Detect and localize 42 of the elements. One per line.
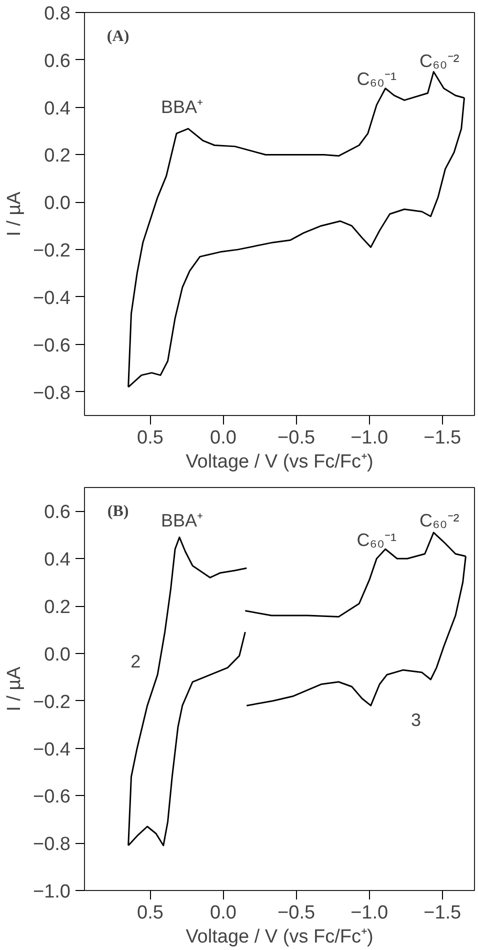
y-tick-label: −0.6: [32, 786, 71, 808]
y-tick-label: 0.4: [44, 550, 71, 571]
y-tick-label: −0.4: [32, 288, 71, 309]
y-tick-label: 0.8: [44, 4, 71, 24]
annotation: 2: [130, 651, 141, 672]
annotation: BBA⁺: [160, 510, 204, 531]
x-tick-label: −1.0: [350, 902, 388, 924]
x-axis-title: Voltage / V (vs Fc/Fc⁺): [186, 926, 374, 948]
y-axis-title: I / µA: [4, 191, 25, 236]
annotation: C₆₀⁻²: [420, 510, 460, 531]
y-tick-label: 0.4: [44, 98, 71, 120]
x-tick-label: 0.5: [137, 902, 164, 924]
y-tick-label: −0.8: [32, 382, 71, 404]
y-tick-label: 0.2: [44, 597, 71, 618]
y-tick-label: −0.6: [32, 335, 71, 356]
y-tick-label: −0.2: [32, 692, 71, 713]
annotation: C₆₀⁻¹: [356, 530, 396, 550]
y-axis-title: I / µA: [4, 666, 25, 712]
x-tick-label: 0.0: [210, 902, 236, 924]
annotation: (A): [106, 28, 130, 46]
annotation: BBA⁺: [160, 97, 204, 118]
x-tick-label: −1.5: [424, 902, 462, 924]
x-tick-label: −0.5: [278, 428, 316, 448]
y-tick-label: −0.8: [32, 834, 71, 856]
x-tick-label: −1.0: [350, 428, 388, 448]
annotation: C₆₀⁻²: [420, 50, 460, 71]
y-tick-label: −1.0: [32, 882, 71, 902]
annotation: 3: [410, 710, 422, 730]
y-tick-label: −0.2: [32, 240, 71, 262]
y-tick-label: −0.4: [32, 739, 71, 760]
x-axis-title: Voltage / V (vs Fc/Fc⁺): [186, 452, 374, 472]
y-tick-label: 0.2: [44, 146, 71, 167]
x-tick-label: −0.5: [278, 902, 316, 924]
y-tick-label: 0.0: [44, 193, 71, 214]
x-tick-label: 0.5: [137, 428, 164, 448]
x-tick-label: 0.0: [210, 428, 236, 448]
annotation: (B): [107, 503, 129, 520]
y-tick-label: 0.0: [44, 644, 71, 666]
y-tick-label: 0.6: [44, 502, 71, 524]
y-tick-label: 0.6: [44, 50, 71, 72]
x-tick-label: −1.5: [424, 428, 462, 448]
annotation: C₆₀⁻¹: [356, 68, 396, 89]
